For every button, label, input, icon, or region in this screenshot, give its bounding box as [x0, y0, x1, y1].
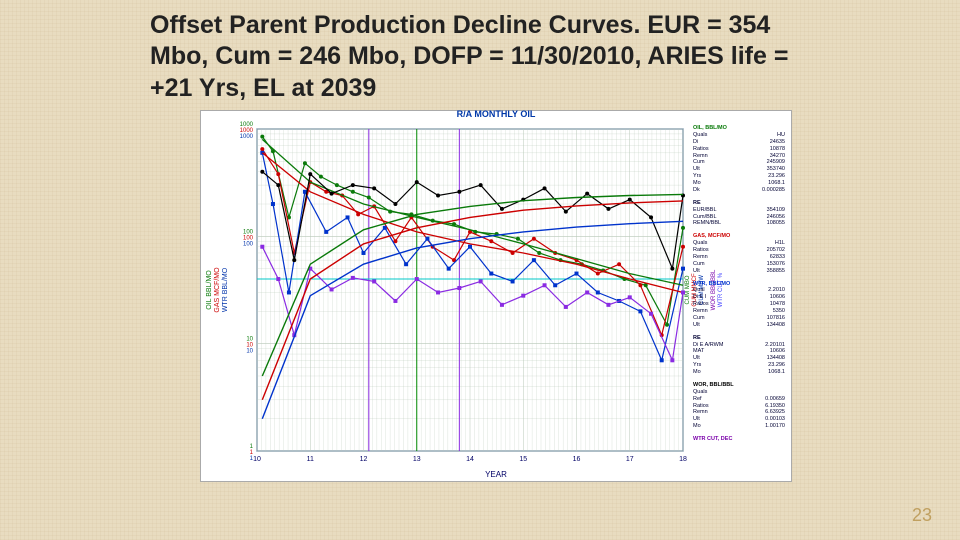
side-row: Quals [693, 389, 785, 396]
svg-text:1000: 1000 [240, 134, 254, 140]
side-row: Ratios6.19350 [693, 403, 785, 410]
side-row: MAT10606 [693, 348, 785, 355]
side-block-header: WTR CUT, DEC [693, 436, 785, 443]
decline-chart: R/A MONTHLY OIL 101112131415161718OIL BB… [200, 110, 792, 482]
side-row: Ratios205702 [693, 247, 785, 254]
side-row: REMN/BBL108055 [693, 220, 785, 227]
svg-text:14: 14 [466, 456, 474, 463]
side-block-header: RE [693, 335, 785, 342]
slide-title: Offset Parent Production Decline Curves.… [150, 10, 810, 104]
metadata-side-panel: OIL, BBL/MOQualsHUDi24635Ratios10878Remn… [693, 125, 785, 449]
side-block-header: RE [693, 200, 785, 207]
side-row: Dk0.000285 [693, 187, 785, 194]
side-row: Ref0.00659 [693, 396, 785, 403]
side-row: Cum107816 [693, 315, 785, 322]
side-row: Di E I10606 [693, 294, 785, 301]
side-row: QualsHU [693, 132, 785, 139]
side-block: WTR, BBL/MOQual2.2010Di E I10606Ratios10… [693, 281, 785, 329]
svg-text:15: 15 [519, 456, 527, 463]
svg-text:GAS MCF/MO: GAS MCF/MO [214, 267, 221, 313]
side-row: Mo1068.1 [693, 180, 785, 187]
side-row: Ult134408 [693, 322, 785, 329]
svg-text:11: 11 [307, 456, 314, 463]
side-block: REEUR/BBL354109Cum/BBL246056REMN/BBL1080… [693, 200, 785, 228]
side-block: WTR CUT, DEC [693, 436, 785, 443]
side-row: Cum/BBL246056 [693, 214, 785, 221]
side-row: Remn5350 [693, 308, 785, 315]
svg-text:OIL BBL/MO: OIL BBL/MO [206, 270, 213, 310]
svg-text:13: 13 [413, 456, 421, 463]
side-row: Ult0.00103 [693, 416, 785, 423]
side-block-header: GAS, MCF/MO [693, 233, 785, 240]
side-row: Ult353740 [693, 166, 785, 173]
svg-text:18: 18 [679, 456, 687, 463]
side-row: Mo1068.1 [693, 369, 785, 376]
side-block-header: OIL, BBL/MO [693, 125, 785, 132]
svg-text:12: 12 [360, 456, 368, 463]
svg-text:10: 10 [253, 456, 261, 463]
svg-text:17: 17 [626, 456, 634, 463]
side-row: Ratios10878 [693, 146, 785, 153]
svg-text:CUM MBO: CUM MBO [685, 275, 691, 304]
side-row: QualsH1L [693, 240, 785, 247]
svg-text:16: 16 [573, 456, 581, 463]
side-row: Ult134408 [693, 355, 785, 362]
side-block: GAS, MCF/MOQualsH1LRatios205702Remn62833… [693, 233, 785, 274]
x-axis-label: YEAR [201, 470, 791, 479]
side-block: WOR, BBL/BBLQualsRef0.00659Ratios6.19350… [693, 382, 785, 430]
side-row: Di E A/RWM2.20101 [693, 342, 785, 349]
side-row: Ult358855 [693, 268, 785, 275]
side-row: EUR/BBL354109 [693, 207, 785, 214]
side-row: Remn34270 [693, 153, 785, 160]
side-row: Mo1.00170 [693, 423, 785, 430]
side-row: Di24635 [693, 139, 785, 146]
side-block: REDi E A/RWM2.20101MAT10606Ult134408Yrs2… [693, 335, 785, 376]
side-row: Cum153076 [693, 261, 785, 268]
svg-text:10: 10 [246, 349, 253, 355]
side-row: Qual2.2010 [693, 287, 785, 294]
page-number: 23 [912, 505, 932, 526]
side-block-header: WOR, BBL/BBL [693, 382, 785, 389]
side-block-header: WTR, BBL/MO [693, 281, 785, 288]
slide: Offset Parent Production Decline Curves.… [0, 0, 960, 540]
side-row: Yrs23.296 [693, 362, 785, 369]
side-block: OIL, BBL/MOQualsHUDi24635Ratios10878Remn… [693, 125, 785, 194]
side-row: Ratios10478 [693, 301, 785, 308]
side-row: Remn6.63925 [693, 409, 785, 416]
svg-text:100: 100 [243, 241, 254, 247]
side-row: Remn62833 [693, 254, 785, 261]
side-row: Cum245909 [693, 159, 785, 166]
svg-text:WTR BBL/MO: WTR BBL/MO [222, 267, 229, 312]
side-row: Yrs23.296 [693, 173, 785, 180]
